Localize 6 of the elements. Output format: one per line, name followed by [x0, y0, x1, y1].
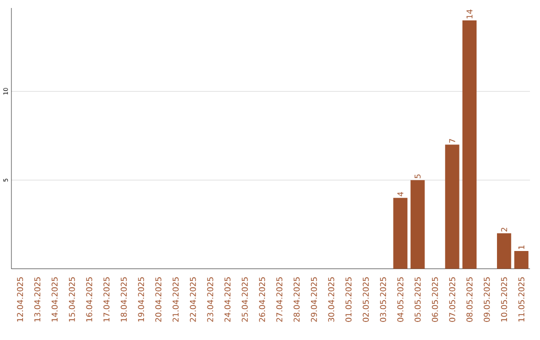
- bar: [462, 20, 477, 269]
- bar: [496, 233, 512, 269]
- bar: [445, 144, 460, 269]
- bar: [410, 180, 425, 269]
- bar: [514, 251, 528, 269]
- bar: [393, 198, 408, 269]
